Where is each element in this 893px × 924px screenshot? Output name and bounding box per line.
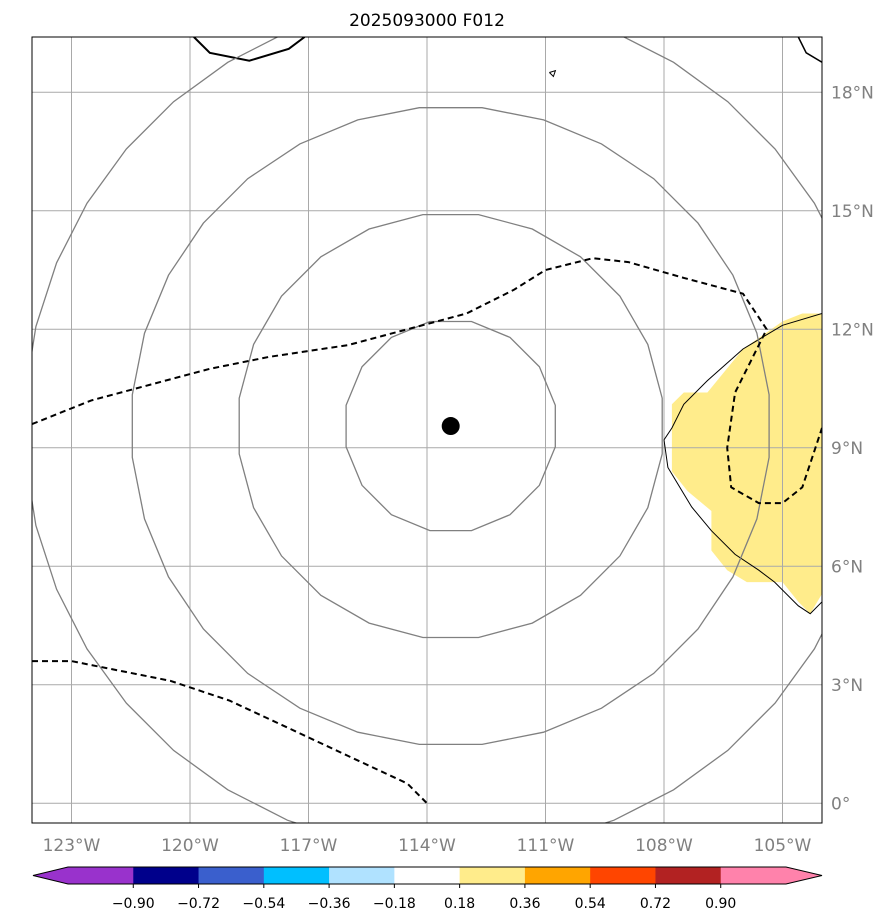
range-ring-2	[131, 107, 770, 746]
lat-tick-label: 9°N	[831, 439, 863, 459]
lat-tick-label: 15°N	[831, 202, 874, 222]
colorbar-swatch	[655, 867, 722, 884]
range-ring-1	[238, 213, 663, 639]
colorbar-tick-label: −0.36	[308, 896, 351, 912]
colorbar-swatch	[590, 867, 656, 884]
coastline-0	[193, 37, 306, 62]
coastline-2	[549, 69, 557, 78]
chart-title: 2025093000 F012	[349, 11, 505, 31]
dashed-contour-0	[32, 257, 822, 505]
colorbar-arrow-high	[786, 867, 822, 884]
colorbar-swatch	[720, 867, 787, 884]
colorbar-outline	[32, 866, 823, 885]
colorbar-tick-label: 0.18	[444, 896, 475, 912]
lat-tick-label: 18°N	[831, 83, 874, 103]
colorbar-swatch	[459, 867, 526, 884]
range-ring-3	[32, 37, 822, 823]
range-ring-0	[345, 320, 556, 532]
colorbar-tick-label: 0.36	[509, 896, 540, 912]
colorbar-tick-label: −0.18	[373, 896, 416, 912]
lon-tick-label: 105°W	[754, 836, 812, 856]
colorbar-swatch	[524, 867, 591, 884]
colorbar-arrow-low	[33, 867, 68, 884]
colorbar-swatch	[329, 867, 395, 884]
lon-tick-label: 111°W	[517, 836, 575, 856]
coastline-1	[797, 37, 822, 64]
colorbar-swatch	[263, 867, 330, 884]
longitude-tick-labels: 123°W 120°W 117°W 114°W 111°W 108°W 105°W	[43, 836, 812, 856]
colorbar-tick-label: −0.72	[177, 896, 220, 912]
colorbar-swatch	[133, 867, 200, 884]
lat-tick-label: 6°N	[831, 557, 863, 577]
lon-tick-label: 108°W	[635, 836, 693, 856]
colorbar-swatch	[68, 867, 134, 884]
shaded-region-0	[671, 313, 822, 614]
colorbar-tick-label: −0.90	[112, 896, 155, 912]
colorbar-swatch	[198, 867, 265, 884]
colorbar-tick-label: −0.54	[242, 896, 285, 912]
storm-center-marker	[441, 417, 460, 436]
lat-tick-label: 3°N	[831, 676, 863, 696]
lat-tick-label: 0°	[831, 794, 850, 814]
lon-tick-label: 114°W	[398, 836, 456, 856]
map-plot-area	[32, 37, 822, 823]
coastline-3	[663, 313, 822, 615]
colorbar-tick-label: 0.72	[640, 896, 671, 912]
dashed-contour-1	[32, 660, 428, 805]
colorbar-tick-label: 0.54	[575, 896, 606, 912]
colorbar-tick-label: 0.90	[705, 896, 736, 912]
lon-tick-label: 117°W	[280, 836, 338, 856]
colorbar: −0.90 −0.72 −0.54 −0.36 −0.18 0.18 0.36 0.54 0.7…	[32, 866, 823, 912]
lat-tick-label: 12°N	[831, 320, 874, 340]
map-frame	[31, 36, 823, 824]
lon-tick-label: 120°W	[161, 836, 219, 856]
lon-tick-label: 123°W	[43, 836, 101, 856]
colorbar-swatch	[394, 867, 461, 884]
latitude-tick-labels: 0° 3°N 6°N 9°N 12°N 15°N 18°N	[831, 83, 874, 814]
